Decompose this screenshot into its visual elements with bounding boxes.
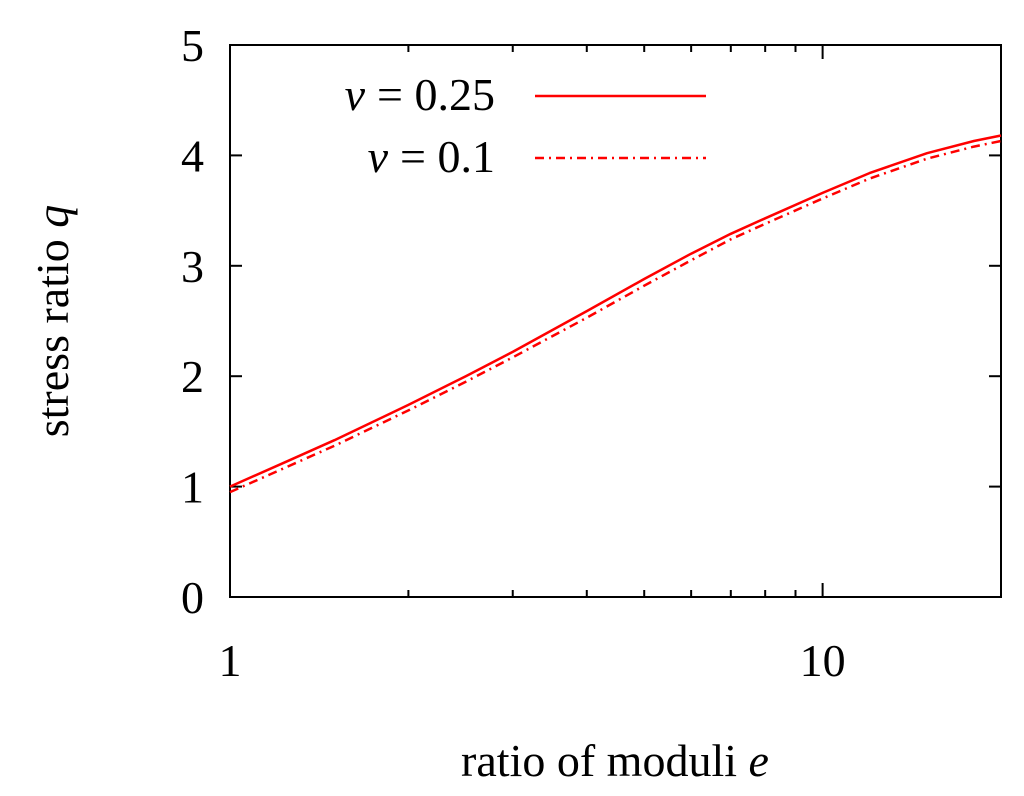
y-tick-label: 0: [181, 572, 204, 623]
legend-label-1: ν = 0.1: [368, 131, 495, 182]
y-tick-label: 3: [181, 241, 204, 292]
y-tick-label: 5: [181, 20, 204, 71]
y-tick-label: 2: [181, 351, 204, 402]
series-line-0: [229, 134, 1002, 488]
y-tick-labels: 0 1 2 3 4 5: [181, 20, 204, 623]
y-tick-label: 1: [181, 462, 204, 513]
series-line-1: [229, 139, 1002, 494]
legend: ν = 0.25 ν = 0.1: [345, 69, 706, 182]
x-tick-label: 10: [800, 635, 846, 686]
x-tick-label: 1: [219, 635, 242, 686]
plot-frame: [229, 44, 1002, 598]
tick-marks: [229, 44, 1002, 598]
legend-label-0: ν = 0.25: [345, 69, 495, 120]
y-axis-title: stress ratio q: [27, 205, 78, 438]
x-tick-labels: 1 10: [219, 635, 846, 686]
y-tick-label: 4: [181, 130, 204, 181]
x-axis-title: ratio of moduli e: [461, 735, 769, 786]
series-lines: [229, 134, 1002, 494]
